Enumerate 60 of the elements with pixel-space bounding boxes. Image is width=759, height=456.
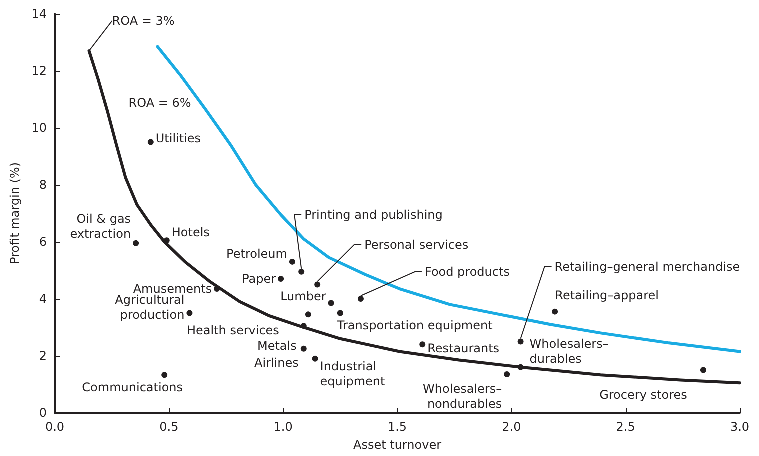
annotation: Restaurants [428, 342, 500, 356]
point [148, 139, 154, 146]
point [328, 300, 334, 306]
annotation: Utilities [156, 131, 202, 146]
annotation: Hotels [172, 226, 210, 240]
y-tick-label: 6 [39, 235, 47, 249]
point [298, 268, 305, 275]
x-tick-label: 1.0 [274, 420, 293, 434]
annotation: Paper [242, 272, 276, 286]
series-label: ROA = 6% [128, 96, 192, 110]
x-tick-label: 3.0 [730, 420, 750, 434]
point [504, 372, 510, 378]
point [289, 258, 296, 265]
point [358, 296, 364, 302]
annotation: Personal services [364, 238, 469, 252]
point [420, 342, 426, 348]
x-tick-label: 2.0 [502, 420, 522, 434]
y-tick-label: 8 [39, 178, 47, 192]
y-axis-title: Profit margin (%) [8, 162, 22, 265]
y-tick-label: 10 [32, 121, 47, 135]
x-tick-label: 1.5 [388, 420, 408, 434]
point [552, 308, 558, 315]
y-tick-label: 4 [39, 292, 47, 306]
annotation: Grocery stores [600, 388, 688, 402]
x-tick-label: 0.5 [160, 420, 179, 434]
point [314, 282, 321, 288]
annotation: Oil & gas extraction [70, 212, 132, 241]
point [162, 372, 168, 378]
annotation: Airlines [254, 356, 299, 370]
x-tick-label: 2.5 [616, 420, 636, 434]
point [300, 346, 307, 352]
x-tick-label: 0.0 [45, 420, 65, 434]
y-tick-label: 0 [39, 406, 47, 420]
annotation: Petroleum [226, 246, 288, 261]
annotation: Retailing–apparel [555, 288, 659, 302]
annotation: Printing and publishing [304, 208, 443, 222]
annotation: Health services [186, 324, 280, 338]
annotation: Lumber [280, 289, 326, 304]
annotation: Agricultural production [115, 292, 185, 322]
annotation: Communications [82, 380, 184, 395]
y-tick-label: 12 [32, 64, 47, 78]
y-tick-label: 2 [39, 349, 47, 363]
point [700, 367, 706, 374]
annotation: Wholesalers– nondurables [423, 382, 502, 412]
annotation: Food products [424, 265, 510, 279]
point [186, 310, 193, 316]
point [305, 312, 312, 318]
annotation: Retailing–general merchandise [554, 260, 740, 274]
annotation: Wholesalers– durables [530, 336, 609, 366]
point [337, 310, 344, 316]
point [133, 240, 140, 246]
point [518, 338, 524, 345]
annotation: Industrial equipment [320, 359, 386, 388]
point [312, 356, 318, 362]
annotation: Transportation equipment [336, 318, 494, 332]
text: ROA = 3% [112, 14, 175, 28]
x-axis-title: Asset turnover [353, 438, 442, 452]
y-tick-label: 14 [32, 7, 47, 21]
point [278, 276, 284, 282]
annotation: Metals [257, 339, 297, 354]
